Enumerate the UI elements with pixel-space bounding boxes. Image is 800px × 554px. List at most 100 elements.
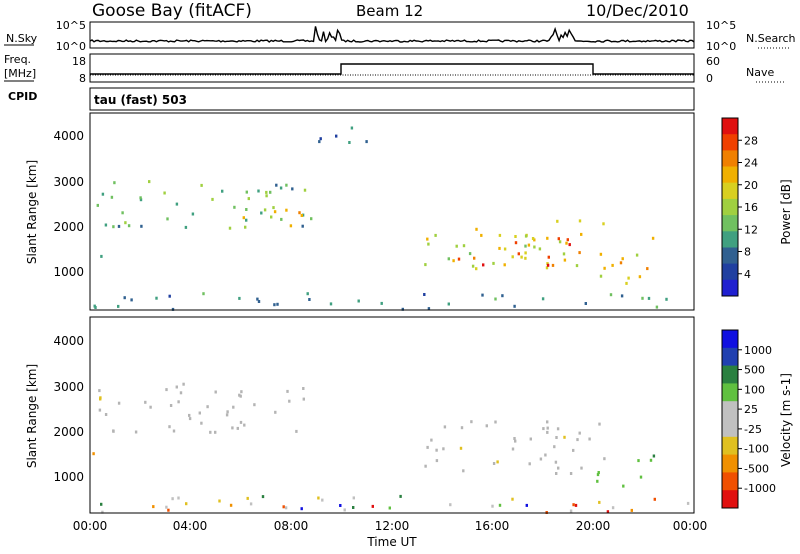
power-cells-cell [462,244,466,248]
velocity-cells-cell [426,445,429,449]
velocity-cells-cell [117,401,121,405]
velocity-cells-cell [554,460,558,464]
power-cells-cell [301,224,304,228]
nsky-panel [89,21,695,49]
velocity-cells-cell [511,497,514,501]
velocity-cells-cell [542,427,545,431]
velocity-ytick-3000: 3000 [53,380,84,394]
velocity-cells-cell [546,426,549,430]
power-cells-cell [578,219,582,223]
velocity-cells-cell [588,437,591,441]
power-cbar-ticks-label: 24 [744,157,758,170]
power-ytick-3000: 3000 [53,175,84,189]
power-cells-cell [184,225,188,229]
velocity-heatmap [92,382,690,514]
velocity-cells-cell [556,427,560,431]
power-cells-cell [269,190,272,194]
power-ytick-4000: 4000 [53,129,84,143]
velocity-cells-cell [288,399,291,403]
velocity-cells-cell [598,422,601,426]
power-cells-cell [546,263,550,267]
velocity-cells-cell [529,437,532,441]
velocity-cells-cell [144,400,147,404]
power-cells-cell [175,202,179,206]
power-cells-cell [124,221,127,225]
velocity-cells-cell [339,504,342,507]
power-cells-cell [117,304,120,308]
velocity-cells-cell [295,429,298,433]
power-ytick-1000: 1000 [53,265,84,279]
power-cells-cell [455,244,458,248]
power-cells-cell [242,216,245,220]
velocity-cells-cell [686,501,690,505]
velocity-cells-cell [572,503,575,507]
velocity-cbar-swatch [722,330,738,349]
power-cells-cell [380,301,383,305]
power-cells-cell [620,294,624,298]
power-ytick-2000: 2000 [53,220,84,234]
velocity-cbar-ticks-label: 1000 [744,344,772,357]
power-cells-cell [275,183,278,187]
velocity-cells-cell [104,413,108,416]
nsky-tick-bottom: 10^0 [56,40,86,53]
cpid-value: tau (fast) 503 [94,93,187,107]
velocity-cells-cell [167,508,170,512]
velocity-cells-cell [206,405,209,409]
power-cells-cell [426,237,429,241]
nsky-tick-top: 10^5 [56,19,86,32]
velocity-cells-cell [100,502,103,506]
power-cells-cell [263,208,267,212]
velocity-cells-cell [557,466,560,470]
power-cells-cell [546,236,549,240]
power-cells-cell [611,263,614,267]
velocity-cells-cell [580,466,583,470]
velocity-cells-cell [574,503,578,507]
power-cells-cell [524,256,527,260]
power-cbar-swatch [722,166,738,184]
velocity-cells-cell [246,496,249,500]
velocity-cells-cell [576,438,579,442]
velocity-cells-cell [563,435,566,439]
xtick-2000: 20:00 [576,519,611,533]
power-cbar-swatch [722,263,738,281]
velocity-cells-cell [169,404,173,407]
velocity-cbar-ticks-label: -1000 [744,482,776,495]
velocity-cells-cell [165,505,168,509]
velocity-cbar-ticks-label: 500 [744,364,765,377]
power-cells-cell [531,237,535,240]
power-cells-cell [520,255,523,259]
power-cells-cell [329,302,333,306]
velocity-cells-cell [652,454,656,458]
power-cells-cell [270,215,273,219]
power-colorbar-ticks: 28 24 20 16 12 8 4 [738,134,758,281]
power-cells-cell [599,252,603,256]
power-cells-cell [273,210,277,214]
power-cells-cell [308,298,311,301]
power-cbar-ticks-label: 28 [744,134,758,147]
power-cells-cell [285,208,288,212]
velocity-cells-cell [231,426,234,430]
beam-title: Beam 12 [356,2,423,20]
velocity-cells-cell [546,430,549,434]
velocity-cells-cell [179,391,183,395]
power-cells-cell [427,307,431,311]
power-cbar-ticks-label: 20 [744,179,758,192]
power-cells-cell [306,292,309,296]
velocity-cells-cell [226,410,229,414]
power-cells-cell [524,234,528,238]
power-cells-cell [348,141,351,144]
power-cbar-swatch [722,150,738,168]
velocity-cells-cell [282,505,285,509]
power-cells-cell [503,247,507,251]
power-cells-cell [130,298,133,302]
power-cells-cell [168,294,171,298]
power-cells-cell [602,222,605,226]
power-cells-cell [619,261,623,265]
velocity-cells-cell [188,413,191,417]
nsky-label: N.Sky [6,32,38,45]
velocity-cells-cell [239,420,243,424]
velocity-cells-cell [168,425,171,429]
velocity-cells-cell [462,469,465,473]
power-cells-cell [538,247,542,251]
